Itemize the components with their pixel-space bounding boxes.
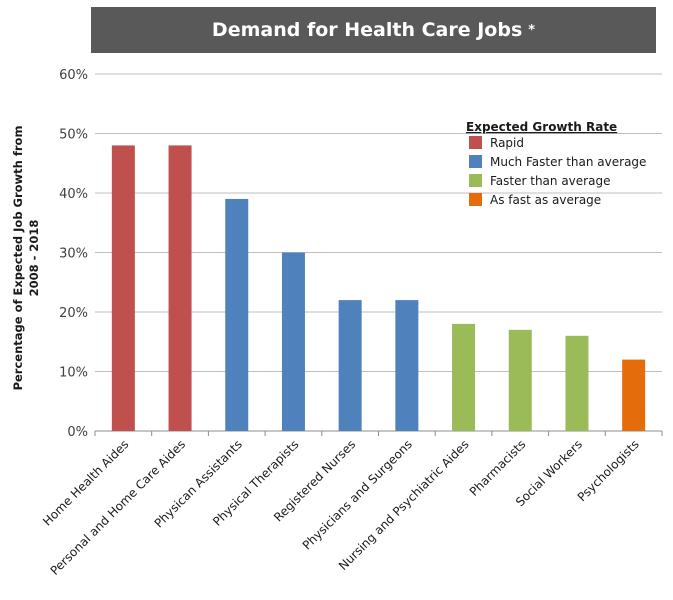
bar: [395, 300, 419, 431]
legend-label: Rapid: [490, 136, 524, 150]
chart-title: Demand for Health Care Jobs: [211, 19, 523, 41]
bars: [94, 145, 663, 436]
legend-swatch: [469, 193, 482, 206]
bar: [622, 359, 646, 431]
y-tick-label: 50%: [59, 128, 88, 143]
y-tick-label: 40%: [59, 187, 88, 202]
y-axis-ticks: 0% 10% 20% 30% 40% 50% 60%: [59, 68, 88, 440]
y-tick-label: 0%: [67, 425, 88, 440]
y-axis-label-line1: Percentage of Expected Job Growth from: [11, 126, 25, 391]
bar: [281, 252, 305, 431]
y-tick-label: 30%: [59, 247, 88, 262]
y-tick-label: 20%: [59, 306, 88, 321]
title-asterisk: *: [528, 22, 536, 38]
y-axis-label: Percentage of Expected Job Growth from 2…: [11, 126, 41, 391]
legend-swatch: [469, 174, 482, 187]
bar: [111, 145, 135, 431]
chart-title-banner: Demand for Health Care Jobs *: [91, 7, 656, 53]
bar: [565, 335, 589, 431]
x-tick-label: Physicians and Surgeons: [300, 437, 415, 552]
y-axis-label-line2: 2008 - 2018: [27, 220, 41, 297]
bar: [452, 323, 476, 431]
legend-title: Expected Growth Rate: [466, 120, 617, 134]
y-tick-label: 10%: [59, 366, 88, 381]
legend: Expected Growth Rate Rapid Much Faster th…: [466, 120, 646, 207]
legend-swatch: [469, 136, 482, 149]
bar: [508, 329, 532, 431]
legend-label: As fast as average: [490, 193, 601, 207]
legend-label: Much Faster than average: [490, 155, 646, 169]
legend-label: Faster than average: [490, 174, 610, 188]
bar: [168, 145, 192, 431]
bar: [338, 300, 362, 431]
bar: [225, 198, 249, 431]
y-tick-label: 60%: [59, 68, 88, 83]
legend-swatch: [469, 155, 482, 168]
x-tick-label: Pharmacists: [467, 437, 529, 499]
